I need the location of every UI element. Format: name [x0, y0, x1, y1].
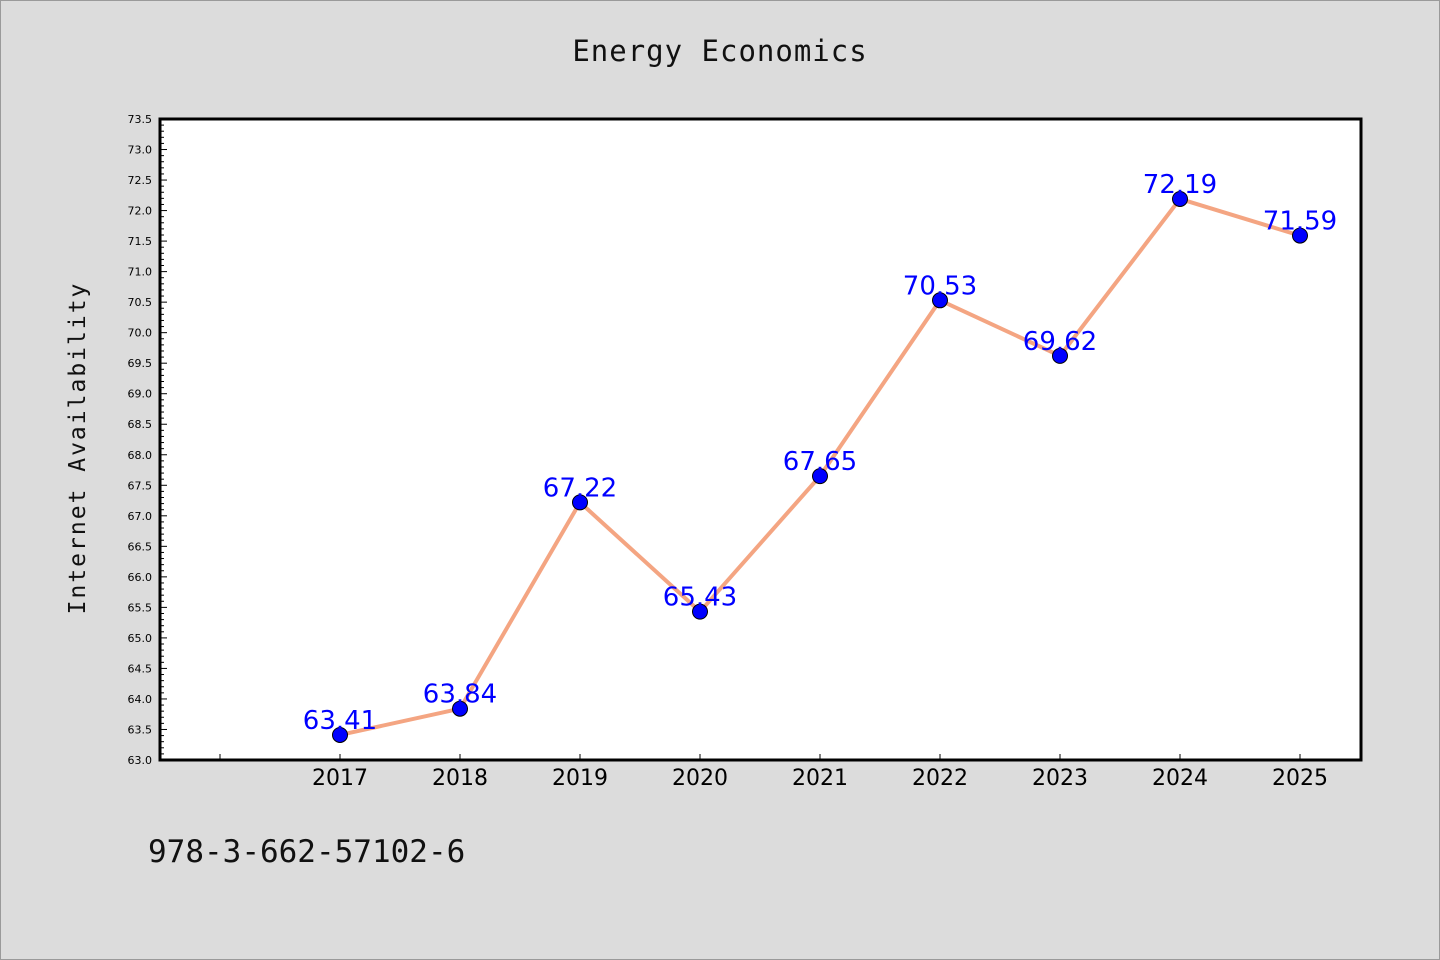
x-tick-label: 2018	[432, 766, 488, 791]
isbn-text: 978-3-662-57102-6	[148, 834, 466, 870]
y-tick-label: 71.0	[128, 266, 153, 279]
data-label: 63.84	[423, 680, 497, 710]
y-tick-label: 64.0	[128, 693, 153, 706]
y-tick-label: 73.0	[128, 144, 153, 157]
y-tick-label: 68.5	[128, 418, 153, 431]
y-tick-label: 69.0	[128, 388, 153, 401]
data-label: 71.59	[1263, 207, 1337, 237]
y-tick-label: 68.0	[128, 449, 153, 462]
y-tick-label: 63.0	[128, 754, 153, 767]
plot-area	[158, 117, 1363, 762]
data-point	[812, 468, 828, 485]
x-tick-label: 2022	[912, 766, 968, 791]
data-point	[692, 603, 708, 620]
data-point	[332, 726, 348, 743]
data-label: 67.65	[783, 447, 857, 477]
x-axis: 2017 2018 2019 2020 2021 2022 2023 2024 2025	[219, 754, 1328, 791]
y-tick-label: 70.0	[128, 327, 153, 340]
data-labels-group: 63.41 63.84 67.22 65.43 67.65 70.53 69.62 72.19…	[303, 170, 1337, 736]
data-point	[452, 700, 468, 717]
y-tick-label: 63.5	[128, 723, 153, 736]
data-label: 67.22	[543, 473, 617, 503]
data-label: 70.53	[903, 271, 977, 301]
x-tick-label: 2023	[1032, 766, 1088, 791]
y-tick-label: 72.0	[128, 205, 153, 218]
y-tick-label: 65.5	[128, 601, 153, 614]
data-point	[932, 292, 948, 309]
y-tick-label: 67.0	[128, 510, 153, 523]
data-label: 69.62	[1023, 327, 1097, 357]
y-tick-label: 72.5	[128, 174, 153, 187]
chart-title: Energy Economics	[572, 34, 868, 68]
x-tick-label: 2017	[312, 766, 368, 791]
x-tick-label: 2021	[792, 766, 848, 791]
y-tick-label: 67.5	[128, 479, 153, 492]
series-group	[332, 190, 1308, 743]
y-tick-label: 71.5	[128, 235, 153, 248]
y-tick-label: 65.0	[128, 632, 153, 645]
data-point	[1292, 227, 1308, 244]
data-point	[1172, 190, 1188, 207]
y-tick-label: 69.5	[128, 357, 153, 370]
y-tick-label: 73.5	[128, 113, 153, 126]
y-tick-label: 70.5	[128, 296, 153, 309]
y-axis-title: Internet Availability	[65, 282, 91, 615]
y-tick-label: 66.5	[128, 540, 153, 553]
data-label: 63.41	[303, 706, 377, 736]
data-point	[1052, 347, 1068, 364]
y-axis: 63.0 63.5 64.0 64.5 65.0 65.5 66.0 66.5 67.0 67.5…	[128, 113, 167, 767]
x-tick-label: 2025	[1272, 766, 1328, 791]
y-tick-label: 64.5	[128, 662, 153, 675]
x-tick-label: 2024	[1152, 766, 1208, 791]
data-label: 65.43	[663, 583, 737, 613]
data-point	[572, 494, 588, 511]
x-tick-label: 2019	[552, 766, 608, 791]
x-tick-label: 2020	[672, 766, 728, 791]
y-tick-label: 66.0	[128, 571, 153, 584]
data-label: 72.19	[1143, 170, 1217, 200]
